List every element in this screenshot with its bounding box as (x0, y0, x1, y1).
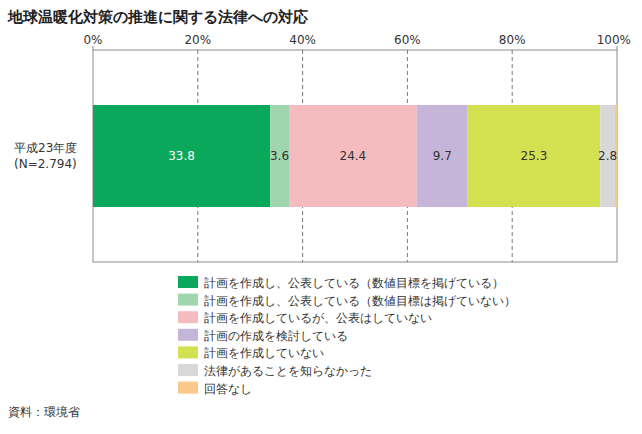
legend-swatch (178, 276, 198, 288)
legend-label: 法律があることを知らなかった (204, 364, 372, 378)
category-line: (N=2.794) (14, 157, 77, 171)
legend-label: 計画の作成を検討している (204, 329, 348, 343)
bar-segment (468, 105, 601, 207)
legend-label: 回答なし (204, 382, 252, 396)
legend: 計画を作成し、公表している（数値目標を掲げている） 計画を作成し、公表している（数… (178, 276, 516, 396)
tick-label: 60% (394, 33, 421, 47)
legend-label: 計画を作成し、公表している（数値目標を掲げている） (204, 276, 504, 290)
legend-swatch (178, 382, 198, 394)
data-label: 2.8 (598, 149, 617, 163)
bar-segment (93, 105, 270, 207)
plot-frame (93, 50, 617, 262)
data-label: 24.4 (340, 149, 367, 163)
tick-label: 0% (83, 33, 102, 47)
tick-label: 80% (499, 33, 526, 47)
data-labels: 33.8 3.6 24.4 9.7 25.3 2.8 (168, 149, 617, 163)
legend-swatch (178, 329, 198, 341)
chart-svg: 地球温暖化対策の推進に関する法律への対応 0% 20% 40% 60% 80% 100% 33… (0, 0, 642, 434)
legend-swatch (178, 294, 198, 306)
legend-label: 計画を作成しているが、公表はしていない (204, 311, 432, 325)
bar-segment (289, 105, 417, 207)
legend-swatch (178, 364, 198, 376)
category-line: 平成23年度 (14, 141, 77, 155)
chart-container: 地球温暖化対策の推進に関する法律への対応 0% 20% 40% 60% 80% 100% 33… (0, 0, 642, 434)
data-label: 25.3 (521, 149, 548, 163)
title: 地球温暖化対策の推進に関する法律への対応 (7, 8, 308, 26)
category-label: 平成23年度 (N=2.794) (14, 141, 77, 171)
tick-label: 100% (597, 33, 631, 47)
data-label: 33.8 (168, 149, 195, 163)
data-label: 3.6 (270, 149, 289, 163)
bar-segment (417, 105, 468, 207)
bar-segment (270, 105, 289, 207)
legend-label: 計画を作成し、公表している（数値目標は掲げていない） (204, 294, 516, 308)
legend-swatch (178, 311, 198, 323)
legend-label: 計画を作成していない (204, 346, 324, 360)
legend-swatch (178, 346, 198, 358)
source-note: 資料：環境省 (8, 405, 80, 419)
bars (93, 105, 617, 207)
tick-label: 20% (184, 33, 211, 47)
data-label: 9.7 (433, 149, 452, 163)
tick-label: 40% (289, 33, 316, 47)
